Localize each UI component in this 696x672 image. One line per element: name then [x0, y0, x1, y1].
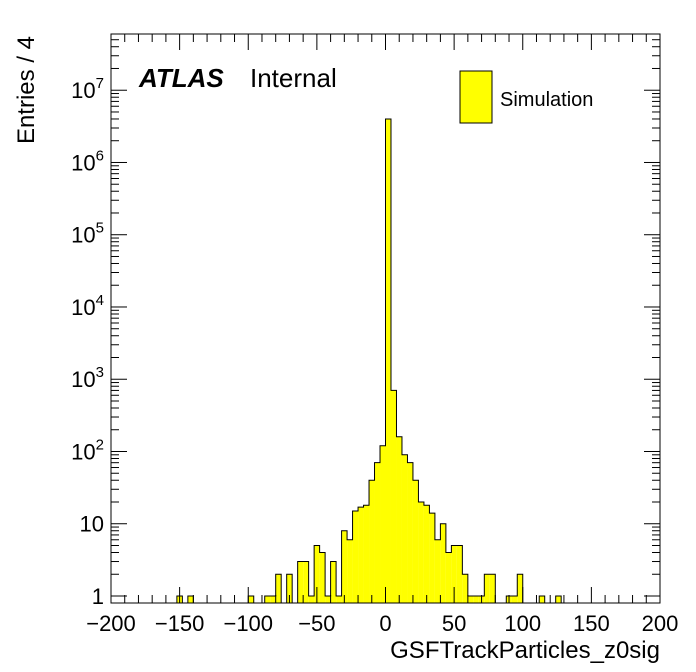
histogram-bar [297, 561, 304, 603]
y-tick-label: 102 [71, 436, 104, 464]
histogram-bar [445, 552, 452, 603]
y-tick-label: 104 [71, 292, 104, 320]
histogram-bar [385, 118, 391, 604]
histogram-bar [358, 507, 364, 603]
legend-label: Simulation [500, 89, 593, 111]
histogram-bar [473, 595, 479, 603]
x-tick-label: −50 [298, 611, 335, 636]
histogram-bar [275, 574, 282, 603]
histogram-bar [434, 539, 441, 603]
atlas-label: ATLAS [138, 63, 224, 93]
histogram-bar [369, 480, 375, 603]
histogram-bar [330, 561, 337, 603]
histogram-bar [539, 595, 545, 603]
histogram-bar [401, 454, 408, 603]
internal-label: Internal [250, 63, 337, 93]
histogram-bar [303, 561, 309, 603]
histogram-bar [325, 595, 331, 603]
histogram-bar [462, 574, 468, 603]
histogram-bar [390, 390, 397, 603]
x-tick-label: 0 [379, 611, 391, 636]
histogram-bar [555, 595, 562, 603]
y-tick-label: 106 [71, 147, 104, 175]
histogram-bar [440, 523, 446, 603]
y-tick-label: 107 [71, 75, 104, 103]
histogram-bar [374, 462, 381, 603]
x-tick-label: 100 [504, 611, 541, 636]
histogram-bar [517, 574, 523, 603]
histogram-bar [484, 574, 490, 603]
histogram-bar [396, 436, 402, 603]
histogram-bar [347, 539, 353, 603]
x-tick-label: −150 [155, 611, 205, 636]
histogram-bar [489, 574, 496, 603]
y-tick-label: 10 [80, 512, 104, 537]
histogram-bar [380, 445, 386, 603]
histogram-bar [451, 545, 457, 603]
histogram-bar [270, 595, 276, 603]
histogram-bar [423, 505, 430, 603]
histogram-bar [363, 505, 370, 603]
histogram-bar [341, 530, 348, 603]
x-tick-label: 50 [442, 611, 466, 636]
histogram-bar [314, 545, 320, 603]
legend-swatch [459, 70, 493, 124]
y-tick-label: 1 [92, 584, 104, 609]
histogram-bar [418, 501, 424, 603]
histogram-bars [176, 118, 562, 604]
x-tick-label: −200 [86, 611, 136, 636]
x-tick-labels: −200 −150 −100 −50 0 50 100 150 200 [86, 611, 678, 636]
y-tick-label: 105 [71, 220, 104, 248]
histogram-bar [407, 462, 413, 603]
y-axis-label: Entries / 4 [13, 36, 40, 144]
histogram-bar [429, 513, 435, 603]
x-tick-label: 200 [642, 611, 679, 636]
histogram-bar [248, 595, 254, 603]
histogram-bar [511, 595, 518, 603]
y-tick-label: 103 [71, 364, 104, 392]
histogram-bar [264, 595, 271, 603]
x-tick-label: 150 [573, 611, 610, 636]
axis-ticks [110, 33, 661, 603]
histogram-bar [286, 574, 293, 603]
histogram-bar [467, 595, 474, 603]
histogram-bar [352, 511, 359, 603]
histogram-bar [319, 552, 326, 603]
histogram-bar [456, 545, 463, 603]
histogram-bar [308, 595, 315, 603]
x-tick-label: −100 [223, 611, 273, 636]
histogram-bar [412, 480, 419, 603]
histogram-bar [336, 595, 342, 603]
x-axis-label: GSFTrackParticles_z0sig [390, 637, 660, 664]
histogram-bar [187, 595, 194, 603]
y-tick-labels: 1 10 102 103 104 105 106 107 [71, 75, 104, 609]
